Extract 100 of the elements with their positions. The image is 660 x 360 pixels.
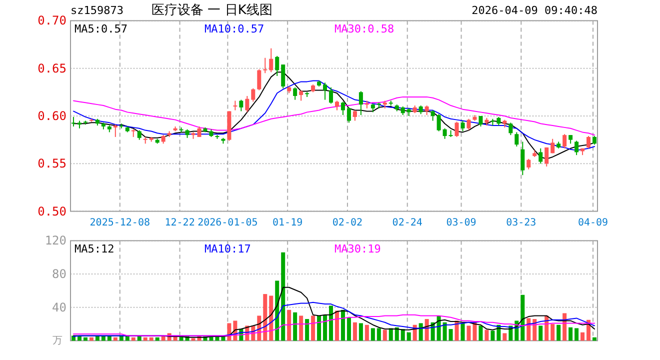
bar <box>125 336 130 341</box>
y-axis-title: 万 <box>52 336 62 347</box>
candlestick <box>334 100 339 111</box>
bar <box>275 280 280 341</box>
bar <box>131 337 136 341</box>
chart-title: 医疗设备 一 日K线图 <box>152 3 272 18</box>
y-tick-label: 0.55 <box>38 156 66 171</box>
bar <box>83 337 88 341</box>
bar <box>329 306 334 341</box>
candlestick <box>508 122 513 136</box>
candlestick <box>233 100 238 111</box>
candlestick <box>71 116 76 127</box>
bar <box>400 329 405 341</box>
bar <box>490 330 495 341</box>
bar <box>107 336 112 341</box>
candlestick <box>442 128 447 140</box>
bar <box>382 330 387 341</box>
bar <box>592 337 597 341</box>
bar <box>305 319 310 341</box>
bar <box>472 322 477 341</box>
bar <box>370 328 375 341</box>
y-tick-label: 0.50 <box>38 204 66 218</box>
bar <box>287 310 292 341</box>
bar <box>526 318 531 341</box>
bar <box>460 323 465 341</box>
candlestick <box>538 148 543 164</box>
bar <box>299 316 304 341</box>
bar <box>556 324 561 341</box>
bar <box>520 294 525 341</box>
bar <box>311 316 316 341</box>
candlestick <box>436 114 441 132</box>
bar <box>394 327 399 341</box>
y-tick-label: 0.70 <box>38 14 66 28</box>
bar <box>358 323 363 341</box>
candlestick <box>466 118 471 131</box>
candlestick <box>460 120 465 132</box>
bar <box>538 326 543 341</box>
bar <box>562 313 567 341</box>
x-tick-label: 02-24 <box>392 217 422 228</box>
text: MA10:0.57 <box>204 22 264 36</box>
text: MA10:17 <box>204 242 251 256</box>
bar <box>263 294 268 341</box>
bar <box>149 337 154 341</box>
candlestick <box>299 90 304 102</box>
bar <box>155 337 160 341</box>
candlestick <box>478 116 483 127</box>
bar <box>352 322 357 341</box>
candlestick <box>358 90 363 116</box>
bar <box>101 336 106 341</box>
candlestick <box>430 110 435 122</box>
bar <box>424 319 429 341</box>
bar <box>478 326 483 341</box>
bar <box>95 336 100 341</box>
bar <box>574 328 579 341</box>
bar <box>448 329 453 341</box>
y-tick-label: 0.65 <box>38 61 66 76</box>
bar <box>269 296 274 341</box>
bar <box>317 316 322 341</box>
x-tick-label: 01-19 <box>272 217 303 228</box>
bar <box>323 314 328 341</box>
bar <box>442 322 447 341</box>
candlestick <box>454 121 459 138</box>
candlestick <box>550 138 555 154</box>
candlestick <box>329 86 334 104</box>
bar <box>89 337 94 341</box>
text: MA30:19 <box>334 242 381 256</box>
candlestick <box>424 105 429 116</box>
bar <box>364 324 369 341</box>
bar <box>143 337 148 341</box>
bar <box>418 323 423 341</box>
candlestick <box>562 134 567 149</box>
candlestick <box>340 101 345 116</box>
bar <box>340 310 345 341</box>
bar <box>466 326 471 341</box>
x-tick-label: 02-02 <box>332 217 363 228</box>
candlestick <box>574 140 579 156</box>
bar <box>388 328 393 341</box>
x-tick-label: 04-09 <box>578 217 608 228</box>
bar <box>334 310 339 341</box>
candlestick <box>137 130 142 140</box>
x-tick-label: 2025-12-08 <box>90 217 150 228</box>
bar <box>346 317 351 341</box>
candlestick <box>520 141 525 176</box>
candlestick <box>269 48 274 73</box>
x-tick-label: 03-23 <box>506 217 536 228</box>
y-tick-label: 120 <box>44 234 66 248</box>
candlestick <box>526 158 531 170</box>
candlestick <box>251 88 256 102</box>
bar <box>568 327 573 341</box>
candlestick <box>281 64 286 89</box>
y-tick-label: 80 <box>52 267 66 282</box>
candlestick <box>197 126 202 138</box>
line-series <box>72 314 596 336</box>
bar <box>113 337 118 341</box>
x-tick-label: 12-22 <box>164 217 195 228</box>
bar <box>119 336 124 341</box>
bar <box>281 252 286 341</box>
candlestick <box>113 124 118 138</box>
candlestick <box>245 95 250 113</box>
candlestick <box>263 57 268 74</box>
